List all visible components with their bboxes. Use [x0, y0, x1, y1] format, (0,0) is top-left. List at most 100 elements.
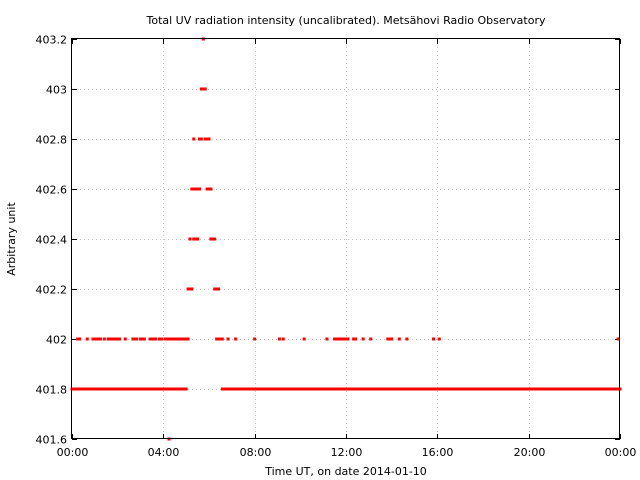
data-point [91, 337, 95, 341]
data-point [542, 387, 546, 391]
data-point [298, 387, 302, 391]
data-point [336, 387, 340, 391]
data-point [131, 387, 135, 391]
data-point [287, 387, 291, 391]
data-point [420, 387, 424, 391]
data-point [342, 337, 346, 341]
data-point [289, 387, 293, 391]
data-point [435, 387, 439, 391]
data-point [338, 387, 342, 391]
data-point [171, 387, 175, 391]
data-point [230, 387, 234, 391]
data-point [236, 387, 240, 391]
data-point [470, 387, 474, 391]
data-point [180, 337, 184, 341]
data-point [563, 387, 567, 391]
data-point [196, 187, 200, 191]
data-point [192, 137, 196, 141]
data-point [569, 387, 573, 391]
data-point [458, 387, 462, 391]
data-point [239, 387, 243, 391]
data-point [432, 387, 436, 391]
chart-title: Total UV radiation intensity (uncalibrat… [146, 14, 546, 27]
data-point [80, 387, 84, 391]
data-point [192, 237, 196, 241]
data-point [405, 387, 409, 391]
data-point [99, 337, 103, 341]
data-point [511, 387, 515, 391]
data-point [426, 387, 430, 391]
data-point [245, 387, 249, 391]
data-point [104, 387, 108, 391]
data-point [312, 387, 316, 391]
data-point [489, 387, 493, 391]
data-point [272, 387, 276, 391]
data-point [614, 387, 618, 391]
data-point [392, 387, 396, 391]
data-point [441, 387, 445, 391]
data-point [285, 387, 289, 391]
data-point [224, 387, 228, 391]
data-point [169, 337, 173, 341]
data-point [336, 337, 340, 341]
data-point [74, 387, 78, 391]
data-point [196, 237, 200, 241]
data-point [369, 337, 373, 341]
data-point [407, 387, 411, 391]
y-tick-label: 401.6 [36, 434, 68, 447]
data-point [439, 387, 443, 391]
data-point [186, 287, 190, 291]
data-point [125, 387, 129, 391]
data-point [232, 387, 236, 391]
data-point [99, 387, 103, 391]
data-point [373, 387, 377, 391]
data-point [595, 387, 599, 391]
data-point [150, 387, 154, 391]
data-point [177, 337, 181, 341]
data-point [378, 387, 382, 391]
data-point [133, 387, 137, 391]
data-point [605, 387, 609, 391]
data-point [175, 387, 179, 391]
x-tick-label: 12:00 [331, 446, 363, 459]
data-point [241, 387, 245, 391]
data-point [296, 387, 300, 391]
x-tick-label: 04:00 [148, 446, 180, 459]
data-point [365, 387, 369, 391]
data-point [593, 387, 597, 391]
data-point [338, 337, 342, 341]
x-tick-label: 16:00 [422, 446, 454, 459]
data-point [588, 387, 592, 391]
data-point [228, 387, 232, 391]
data-point [477, 387, 481, 391]
data-point [102, 387, 106, 391]
data-point [93, 387, 97, 391]
data-point [110, 387, 114, 391]
data-point [456, 387, 460, 391]
data-point [167, 337, 171, 341]
data-point [405, 337, 409, 341]
data-point [468, 387, 472, 391]
data-point [177, 387, 181, 391]
data-point [234, 387, 238, 391]
data-point [376, 387, 380, 391]
data-point [462, 387, 466, 391]
data-point [188, 237, 192, 241]
data-point [171, 337, 175, 341]
data-point [424, 387, 428, 391]
data-point [199, 137, 203, 141]
x-axis-label: Time UT, on date 2014-01-10 [264, 465, 427, 478]
data-point [529, 387, 533, 391]
data-point [140, 337, 144, 341]
data-point [525, 387, 529, 391]
data-point [91, 387, 95, 391]
data-point [218, 337, 222, 341]
data-point [411, 387, 415, 391]
data-point [388, 387, 392, 391]
data-point [500, 387, 504, 391]
data-point [357, 387, 361, 391]
data-point [483, 387, 487, 391]
data-point [491, 387, 495, 391]
data-point [293, 387, 297, 391]
x-tick-label: 08:00 [240, 446, 272, 459]
